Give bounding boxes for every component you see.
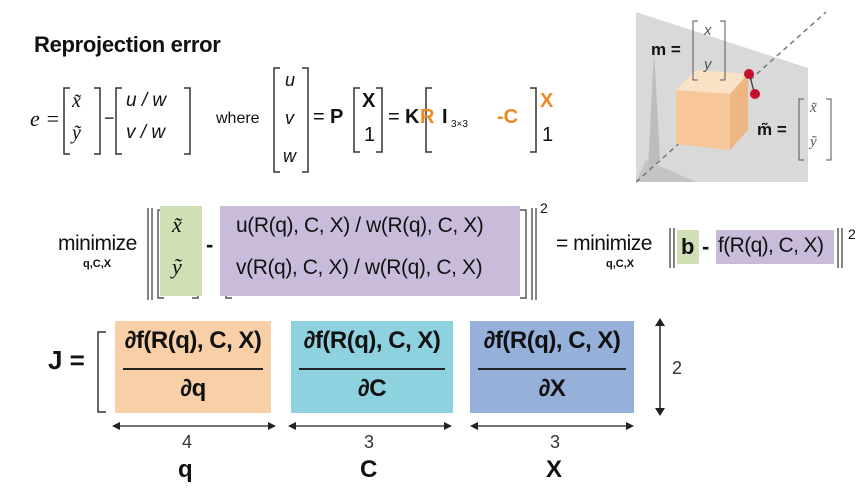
jacobian-X-line <box>478 368 626 370</box>
minimize-sub: q,C,X <box>83 258 112 270</box>
var-C-label: C <box>360 456 378 483</box>
jacobian-lhs: J = <box>48 345 85 375</box>
proj-X-bot: 1 <box>364 124 376 146</box>
var-q-label: q <box>178 456 193 483</box>
jacobian-block-X: ∂f(R(q), C, X) ∂X <box>470 321 634 413</box>
error-v1-bot: ỹ <box>72 122 81 144</box>
error-vector-brackets <box>63 87 191 155</box>
proj-K: K <box>405 106 420 128</box>
rhs-power: 2 <box>848 226 856 242</box>
minimize-green-y: ỹ <box>172 254 182 279</box>
inset-m-x: x <box>704 22 712 39</box>
proj-P: P <box>330 106 344 128</box>
inset-m-label: m = <box>651 40 681 59</box>
proj-I: I <box>442 106 448 128</box>
minimize-rhs-sub: q,C,X <box>606 258 635 270</box>
dimension-arrows <box>112 422 634 430</box>
jacobian-C-den: ∂C <box>357 375 387 402</box>
error-v2-bot: v / w <box>126 122 166 143</box>
jacobian-q-num: ∂f(R(q), C, X) <box>124 327 262 354</box>
minimize-minus: - <box>206 232 214 257</box>
jacobian-block-q: ∂f(R(q), C, X) ∂q <box>115 321 271 413</box>
jacobian-C-line <box>299 368 445 370</box>
proj-X2-bot: 1 <box>542 124 554 146</box>
rhs-f: f(R(q), C, X) <box>718 234 824 257</box>
error-minus: − <box>104 108 115 128</box>
minimize-power: 2 <box>540 200 548 216</box>
minimize-green-box <box>160 206 202 296</box>
proj-negC: -C <box>497 106 519 128</box>
dim-q-label: 4 <box>182 432 193 452</box>
proj-brackets <box>273 67 537 173</box>
jacobian-q-line <box>123 368 263 370</box>
minimize-word: minimize <box>58 232 137 255</box>
jacobian-bracket <box>97 331 106 413</box>
rhs-norm-bars <box>669 228 843 268</box>
inset-m-brackets <box>692 20 726 81</box>
page-title: Reprojection error <box>34 32 221 57</box>
proj-eq2: = <box>388 106 400 128</box>
where-label: where <box>216 110 260 127</box>
jacobian-q-den: ∂q <box>180 375 206 402</box>
var-X-label: X <box>546 456 563 483</box>
proj-R: R <box>420 106 435 128</box>
rhs-b-box <box>677 230 699 264</box>
proj-X-top: X <box>362 90 376 112</box>
jacobian-X-num: ∂f(R(q), C, X) <box>483 327 621 354</box>
error-lhs: e = <box>30 106 60 132</box>
error-v1-top: x̃ <box>72 90 81 112</box>
jacobian-block-C: ∂f(R(q), C, X) ∂C <box>291 321 453 413</box>
rows-dimension-arrow <box>655 318 665 416</box>
proj-X2-top: X <box>540 90 554 112</box>
inset-mt-y: ỹ <box>810 134 817 150</box>
error-v2-top: u / w <box>126 90 167 111</box>
minimize-green-x: x̃ <box>172 212 182 237</box>
dim-C-label: 3 <box>364 432 375 452</box>
rhs-b: b <box>681 234 695 259</box>
minimize-purple-box <box>220 206 520 296</box>
minimize-rhs-word: = minimize <box>556 232 652 255</box>
minimize-purple-bot: v(R(q), C, X) / w(R(q), C, X) <box>236 256 483 279</box>
inset-mt-label: m̃ = <box>757 120 787 139</box>
inset-mt-x: x̃ <box>810 100 817 116</box>
inset-m-y: y <box>704 56 712 73</box>
rhs-minus: - <box>702 234 710 259</box>
minimize-purple-top: u(R(q), C, X) / w(R(q), C, X) <box>236 214 484 237</box>
camera-inset-illustration <box>636 10 828 184</box>
rows-dimension-label: 2 <box>672 358 683 378</box>
proj-I-sub: 3×3 <box>451 119 468 130</box>
inset-mt-brackets <box>798 98 832 161</box>
rhs-f-box <box>716 230 834 264</box>
proj-v: v <box>285 108 294 128</box>
proj-u: u <box>285 70 296 90</box>
jacobian-X-den: ∂X <box>538 375 566 402</box>
proj-eq1: = <box>313 106 325 128</box>
error-lhs-text: e = <box>30 106 61 131</box>
jacobian-C-num: ∂f(R(q), C, X) <box>303 327 441 354</box>
dim-X-label: 3 <box>550 432 561 452</box>
proj-w: w <box>283 146 296 166</box>
